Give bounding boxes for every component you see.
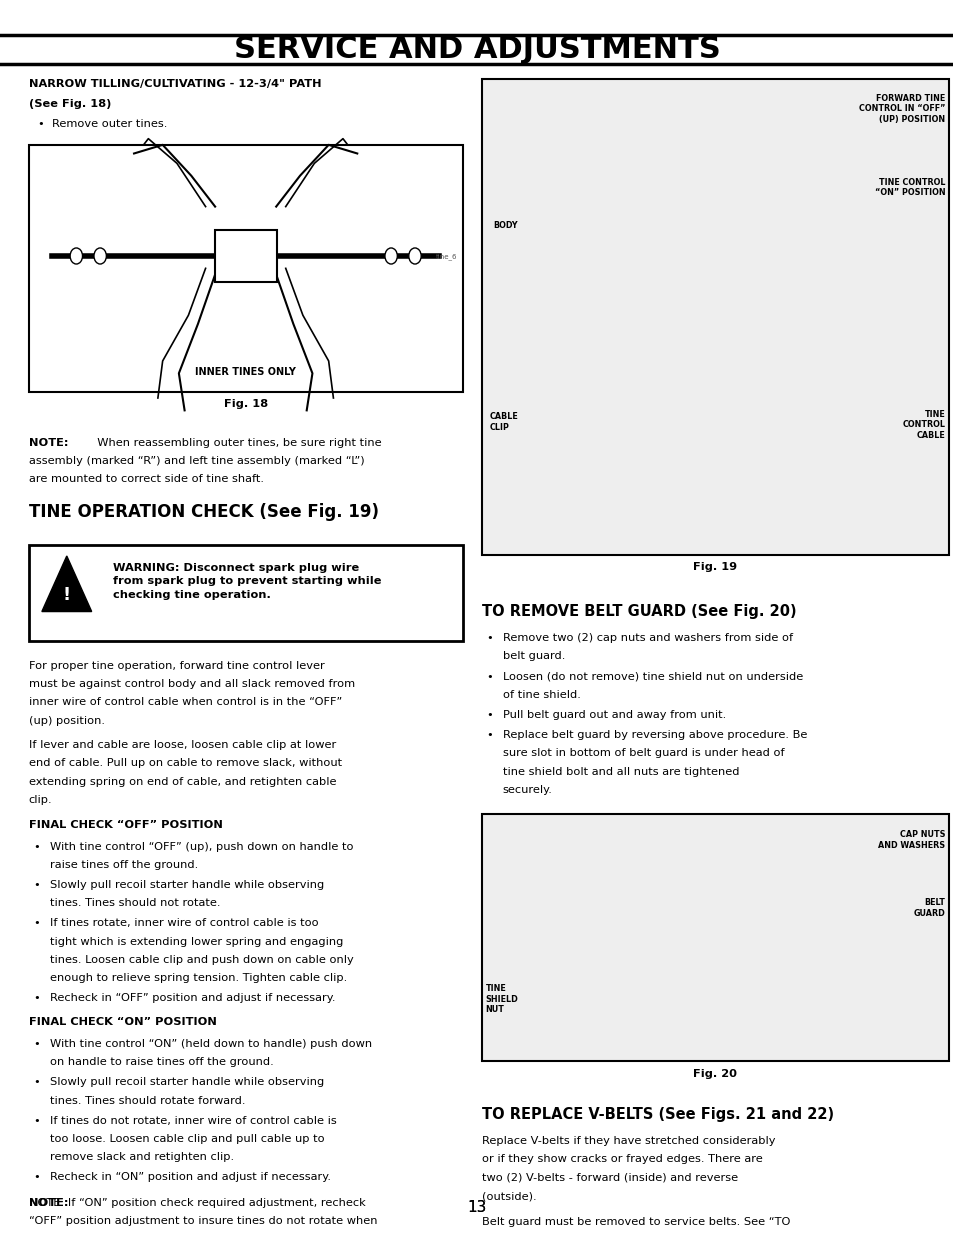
Text: Recheck in “OFF” position and adjust if necessary.: Recheck in “OFF” position and adjust if … [50,993,335,1003]
Text: •: • [33,1039,40,1049]
Text: inner wire of control cable when control is in the “OFF”: inner wire of control cable when control… [29,698,341,708]
Text: NOTE: If “ON” position check required adjustment, recheck: NOTE: If “ON” position check required ad… [29,1198,365,1208]
Text: TINE OPERATION CHECK (See Fig. 19): TINE OPERATION CHECK (See Fig. 19) [29,504,378,521]
Text: Fig. 19: Fig. 19 [693,562,737,572]
Text: NOTE:: NOTE: [29,1198,68,1208]
Text: or if they show cracks or frayed edges. There are: or if they show cracks or frayed edges. … [481,1155,761,1165]
Text: tine shield bolt and all nuts are tightened: tine shield bolt and all nuts are tighte… [502,767,739,777]
Text: tines. Tines should not rotate.: tines. Tines should not rotate. [50,898,220,908]
Text: of tine shield.: of tine shield. [502,690,580,700]
Text: FORWARD TINE
CONTROL IN “OFF”
(UP) POSITION: FORWARD TINE CONTROL IN “OFF” (UP) POSIT… [858,94,944,124]
Text: Slowly pull recoil starter handle while observing: Slowly pull recoil starter handle while … [50,1077,323,1087]
Text: SERVICE AND ADJUSTMENTS: SERVICE AND ADJUSTMENTS [233,35,720,64]
FancyBboxPatch shape [29,144,462,391]
Text: FINAL CHECK “ON” POSITION: FINAL CHECK “ON” POSITION [29,1018,216,1028]
Text: Replace V-belts if they have stretched considerably: Replace V-belts if they have stretched c… [481,1136,775,1146]
Text: CAP NUTS
AND WASHERS: CAP NUTS AND WASHERS [878,830,944,850]
Text: FINAL CHECK “OFF” POSITION: FINAL CHECK “OFF” POSITION [29,820,222,830]
Circle shape [71,248,82,264]
Polygon shape [42,556,91,611]
Text: TO REPLACE V-BELTS (See Figs. 21 and 22): TO REPLACE V-BELTS (See Figs. 21 and 22) [481,1107,833,1121]
Text: tines. Tines should rotate forward.: tines. Tines should rotate forward. [50,1095,245,1105]
Text: •: • [33,1077,40,1087]
Text: BELT
GUARD: BELT GUARD [913,898,944,918]
Text: Fig. 18: Fig. 18 [223,399,268,409]
Text: belt guard.: belt guard. [502,652,564,662]
Text: •: • [33,1172,40,1182]
Text: BODY: BODY [493,221,517,230]
Text: on handle to raise tines off the ground.: on handle to raise tines off the ground. [50,1057,274,1067]
Text: When reassembling outer tines, be sure right tine: When reassembling outer tines, be sure r… [90,437,381,447]
Text: (up) position.: (up) position. [29,715,105,725]
Text: “OFF” position adjustment to insure tines do not rotate when: “OFF” position adjustment to insure tine… [29,1216,376,1226]
Text: For proper tine operation, forward tine control lever: For proper tine operation, forward tine … [29,661,324,671]
Text: •: • [33,881,40,890]
Text: raise tines off the ground.: raise tines off the ground. [50,860,197,869]
Text: •: • [486,634,493,643]
Text: TO REMOVE BELT GUARD (See Fig. 20): TO REMOVE BELT GUARD (See Fig. 20) [481,604,796,619]
Text: •: • [33,919,40,929]
Text: Belt guard must be removed to service belts. See “TO: Belt guard must be removed to service be… [481,1216,789,1226]
Text: extending spring on end of cable, and retighten cable: extending spring on end of cable, and re… [29,777,335,787]
Text: NARROW TILLING/CULTIVATING - 12-3/4" PATH: NARROW TILLING/CULTIVATING - 12-3/4" PAT… [29,79,321,89]
Text: WARNING: Disconnect spark plug wire
from spark plug to prevent starting while
ch: WARNING: Disconnect spark plug wire from… [112,563,380,600]
Text: Pull belt guard out and away from unit.: Pull belt guard out and away from unit. [502,710,725,720]
Text: If lever and cable are loose, loosen cable clip at lower: If lever and cable are loose, loosen cab… [29,740,335,750]
Text: tight which is extending lower spring and engaging: tight which is extending lower spring an… [50,936,343,947]
Text: If tines do not rotate, inner wire of control cable is: If tines do not rotate, inner wire of co… [50,1115,336,1126]
Text: NOTE:: NOTE: [29,437,68,447]
Text: If tines rotate, inner wire of control cable is too: If tines rotate, inner wire of control c… [50,919,318,929]
Text: must be against control body and all slack removed from: must be against control body and all sla… [29,679,355,689]
Text: •  Remove outer tines.: • Remove outer tines. [38,120,168,130]
Text: With tine control “OFF” (up), push down on handle to: With tine control “OFF” (up), push down … [50,841,353,852]
Text: Loosen (do not remove) tine shield nut on underside: Loosen (do not remove) tine shield nut o… [502,672,802,682]
Text: Replace belt guard by reversing above procedure. Be: Replace belt guard by reversing above pr… [502,730,806,740]
Text: clip.: clip. [29,795,52,805]
Text: two (2) V-belts - forward (inside) and reverse: two (2) V-belts - forward (inside) and r… [481,1173,737,1183]
Text: too loose. Loosen cable clip and pull cable up to: too loose. Loosen cable clip and pull ca… [50,1134,324,1144]
Text: •: • [33,841,40,852]
Text: (outside).: (outside). [481,1191,536,1200]
Text: •: • [33,993,40,1003]
Text: •: • [33,1115,40,1126]
Text: enough to relieve spring tension. Tighten cable clip.: enough to relieve spring tension. Tighte… [50,973,347,983]
Text: Recheck in “ON” position and adjust if necessary.: Recheck in “ON” position and adjust if n… [50,1172,331,1182]
Text: 13: 13 [467,1200,486,1215]
Text: Slowly pull recoil starter handle while observing: Slowly pull recoil starter handle while … [50,881,323,890]
Circle shape [384,248,396,264]
Text: TINE
SHIELD
NUT: TINE SHIELD NUT [485,984,517,1014]
Text: tine_6: tine_6 [435,253,456,261]
FancyBboxPatch shape [481,79,948,555]
Text: CABLE
CLIP: CABLE CLIP [489,412,517,432]
Text: securely.: securely. [502,785,552,795]
Text: assembly (marked “R”) and left tine assembly (marked “L”): assembly (marked “R”) and left tine asse… [29,456,364,466]
Text: TINE CONTROL
“ON” POSITION: TINE CONTROL “ON” POSITION [874,178,944,198]
Text: With tine control “ON” (held down to handle) push down: With tine control “ON” (held down to han… [50,1039,372,1049]
Text: are mounted to correct side of tine shaft.: are mounted to correct side of tine shaf… [29,474,263,484]
FancyBboxPatch shape [214,230,276,282]
Circle shape [408,248,421,264]
Text: sure slot in bottom of belt guard is under head of: sure slot in bottom of belt guard is und… [502,748,783,758]
Text: 13: 13 [467,1200,486,1215]
Text: (See Fig. 18): (See Fig. 18) [29,99,111,109]
Text: !: ! [63,587,71,604]
FancyBboxPatch shape [481,814,948,1061]
Text: •: • [486,730,493,740]
Text: TINE
CONTROL
CABLE: TINE CONTROL CABLE [902,410,944,440]
Text: •: • [486,710,493,720]
Circle shape [93,248,106,264]
Text: remove slack and retighten clip.: remove slack and retighten clip. [50,1152,233,1162]
Text: INNER TINES ONLY: INNER TINES ONLY [195,367,295,377]
FancyBboxPatch shape [29,546,462,641]
Text: end of cable. Pull up on cable to remove slack, without: end of cable. Pull up on cable to remove… [29,758,341,768]
Text: tines. Loosen cable clip and push down on cable only: tines. Loosen cable clip and push down o… [50,955,353,965]
Text: •: • [486,672,493,682]
Text: Fig. 20: Fig. 20 [693,1068,737,1078]
Text: Remove two (2) cap nuts and washers from side of: Remove two (2) cap nuts and washers from… [502,634,792,643]
